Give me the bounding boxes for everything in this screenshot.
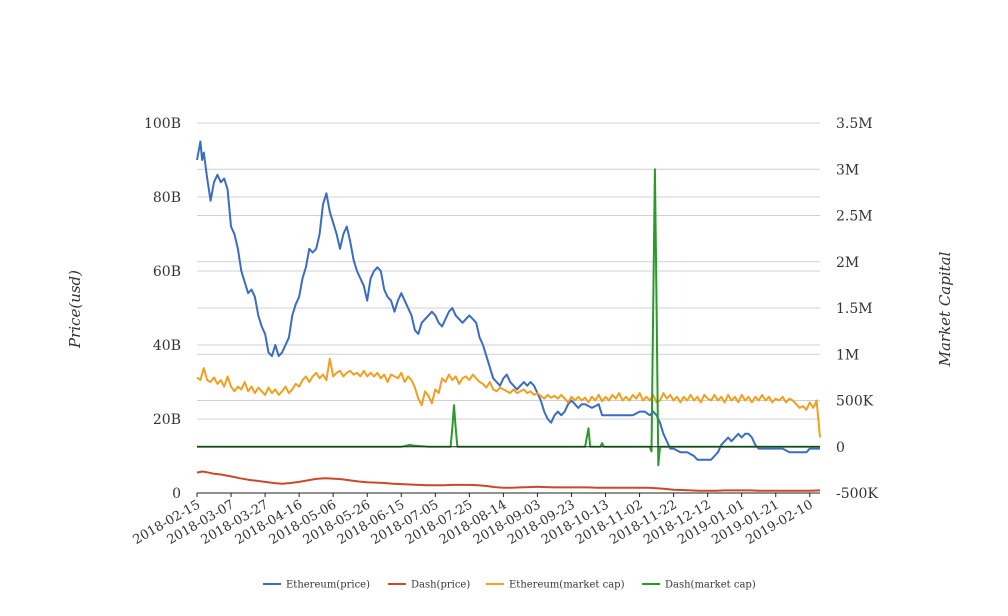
left-tick-label: 40B <box>153 338 181 354</box>
series-line-dash-price <box>196 470 821 492</box>
legend-label: Ethereum(market cap) <box>509 580 625 591</box>
left-tick-label: 100B <box>144 116 181 132</box>
legend-label: Dash(market cap) <box>665 580 756 591</box>
right-tick-label: 2M <box>836 255 859 271</box>
legend: Ethereum(price) Dash(price) Ethereum(marke… <box>263 580 756 591</box>
left-axis-title: Price(usd) <box>66 270 84 349</box>
right-tick-label: 1.5M <box>836 301 873 317</box>
right-tick-label: -500K <box>836 486 878 502</box>
right-tick-label: 1M <box>836 347 859 363</box>
series-line-ethereum-market-cap <box>196 357 821 438</box>
right-tick-label: 3M <box>836 162 859 178</box>
right-axis-title: Market Capital <box>936 251 954 367</box>
right-tick-label: 3.5M <box>836 116 873 132</box>
right-tick-label: 500K <box>836 394 874 410</box>
series-line-ethereum-price <box>196 140 820 461</box>
series-lines <box>196 140 821 492</box>
legend-label: Ethereum(price) <box>286 580 370 591</box>
axes: -500K 0 500K 1M 1.5M 2M 2.5M 3M 3.5M 0 20B 40B 60B 80… <box>131 116 879 548</box>
right-tick-label: 0 <box>836 440 845 456</box>
left-tick-label: 60B <box>153 264 181 280</box>
right-tick-label: 2.5M <box>836 209 873 225</box>
left-tick-label: 0 <box>172 486 181 502</box>
grid <box>197 122 820 494</box>
left-tick-label: 80B <box>153 190 181 206</box>
series-line-dash-market-cap <box>197 168 820 467</box>
left-tick-label: 20B <box>153 412 181 428</box>
legend-label: Dash(price) <box>411 580 470 591</box>
